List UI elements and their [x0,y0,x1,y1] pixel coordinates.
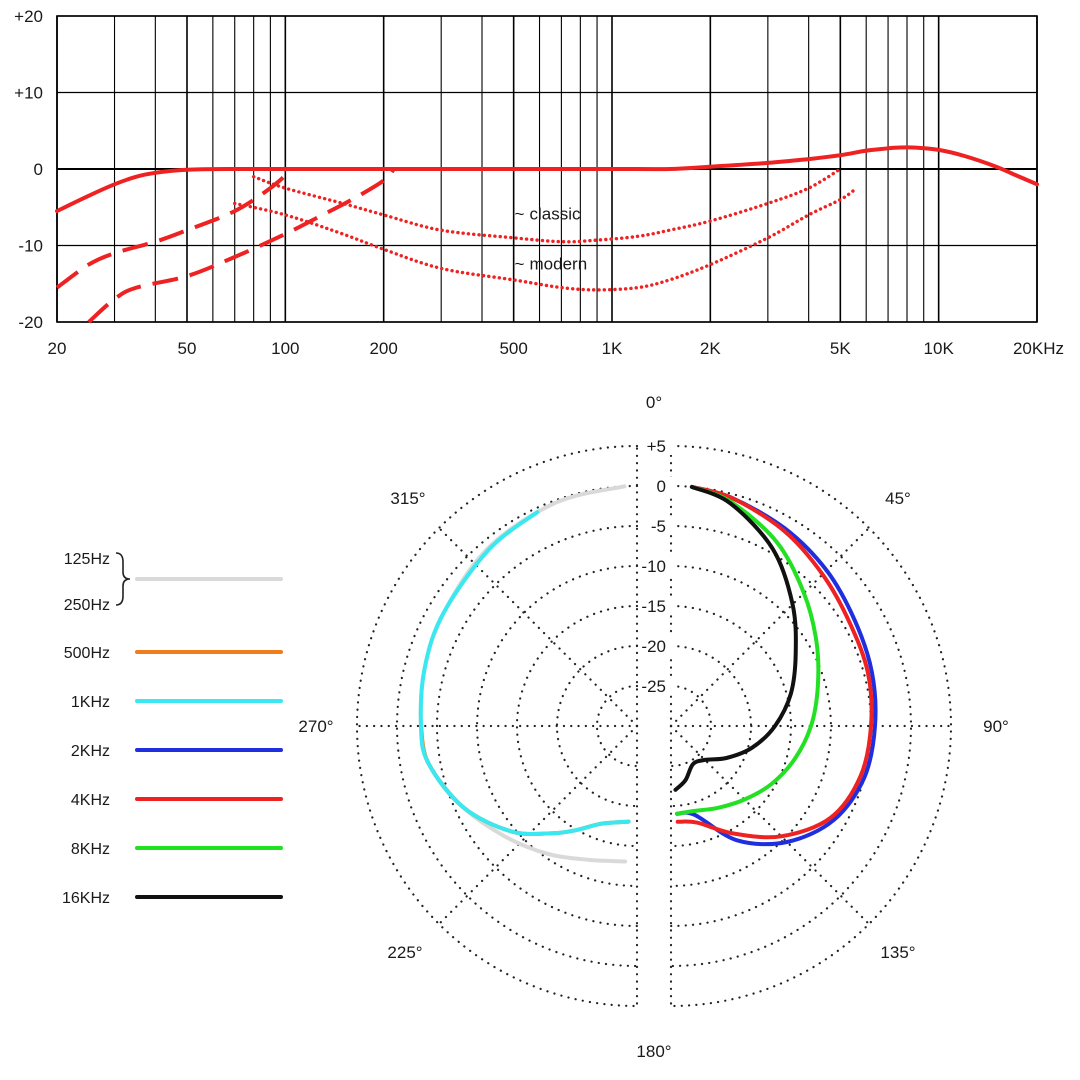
annotation-symbol: ~ [515,205,525,224]
polar-spoke [669,724,871,926]
legend-brace [115,552,131,606]
polar-spoke [437,724,639,926]
radial-label: 0 [657,477,666,496]
angle-label: 135° [880,943,915,962]
plot-frame [56,15,1038,323]
polar-spoke [437,526,639,728]
annotation-label: modern [530,254,588,273]
angle-label: 0° [646,393,662,412]
polar-curve [675,484,878,847]
radial-label: -10 [641,557,666,576]
y-tick-label: -10 [18,237,43,256]
legend-label: 1KHz [71,694,110,711]
angle-label: 90° [983,717,1009,736]
response-curve-dotted [233,188,856,292]
x-tick-label: 50 [178,339,197,358]
polar-ring-left [595,684,639,768]
legend-label: 2KHz [71,743,110,760]
polar-curve [675,484,874,840]
x-tick-label: 20 [48,339,67,358]
response-curve-solid [55,145,1039,214]
response-curve-dotted [252,167,842,244]
x-tick-label: 5K [830,339,851,358]
legend-label: 8KHz [71,841,110,858]
polar-curve [418,510,631,837]
polar-curve [418,484,628,864]
radial-label-backdrop [639,517,675,535]
x-tick-label: 200 [369,339,397,358]
radial-label-backdrop [639,597,675,615]
polar-pattern-chart: 0° 45° 90° 135° 180° 225° 270° 315° +5 0 -5 -10 -15 -… [298,393,1008,1061]
y-tick-label: +20 [14,7,43,26]
x-tick-label: 20KHz [1013,339,1064,358]
angle-label: 315° [390,489,425,508]
polar-ring-left [555,644,639,808]
annotation-label: classic [530,205,582,224]
legend-label: 250Hz [64,597,110,614]
angle-label: 270° [298,717,333,736]
angle-label: 225° [387,943,422,962]
annotation-symbol: ~ [515,254,525,273]
radial-label-backdrop [639,477,675,495]
legend-label: 125Hz [64,551,110,568]
radial-label-backdrop [639,557,675,575]
x-tick-label: 100 [271,339,299,358]
angle-label: 45° [885,489,911,508]
radial-label: -5 [651,517,666,536]
y-tick-label: 0 [34,160,43,179]
radial-label: -15 [641,597,666,616]
response-curve-dashed [87,167,396,324]
polar-spoke [669,526,871,728]
polar-legend: 125Hz 250Hz 500Hz 1KHz 2KHz 4KHz 8KHz 16KHz [62,551,283,907]
x-tick-label: 10K [924,339,955,358]
legend-label: 16KHz [62,890,110,907]
polar-ring-left [435,524,639,928]
legend-label: 500Hz [64,645,110,662]
y-tick-label: +10 [14,84,43,103]
legend-label: 4KHz [71,792,110,809]
polar-ring-right [669,684,713,768]
radial-label-backdrop [639,677,675,695]
radial-label-backdrop [639,437,675,455]
x-tick-label: 500 [499,339,527,358]
polar-ring-left [355,444,639,1008]
polar-curve [673,484,798,792]
radial-label-backdrop [639,637,675,655]
response-curve-dashed [55,167,294,290]
radial-label: +5 [647,437,666,456]
x-tick-label: 1K [602,339,623,358]
polar-ring-right [669,484,913,968]
angle-label: 180° [636,1042,671,1061]
polar-ring-left [395,484,639,968]
x-tick-label: 2K [700,339,721,358]
y-tick-label: -20 [18,313,43,332]
radial-label: -20 [641,637,666,656]
frequency-response-chart: 20 50 100 200 500 1K 2K 5K 10K 20KHz +20 +10 0 -10 -20… [14,7,1064,358]
polar-ring-right [669,644,753,808]
polar-curve [675,484,821,816]
radial-label: -25 [641,677,666,696]
polar-curve [419,724,631,837]
